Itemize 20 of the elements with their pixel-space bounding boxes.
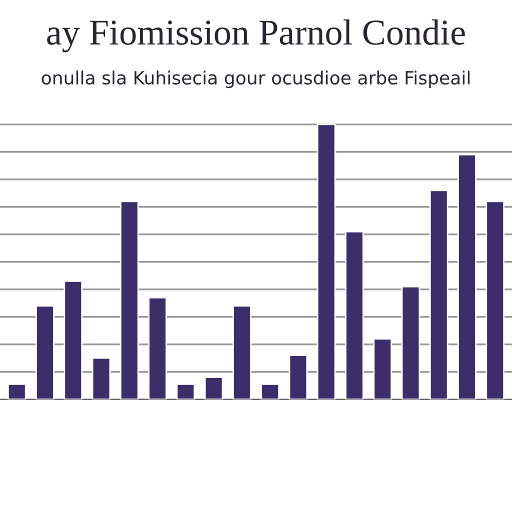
bar: [316, 124, 336, 400]
bar: [486, 200, 505, 400]
bar: [92, 357, 111, 400]
bar: [288, 354, 308, 400]
bar: [345, 230, 364, 400]
bar: [232, 305, 252, 400]
bar: [260, 384, 280, 400]
bar: [458, 154, 476, 400]
bar: [429, 190, 448, 400]
bar: [401, 286, 420, 400]
bar: [120, 200, 139, 400]
chart-title: ay Fiomission Parnol Condie: [47, 19, 465, 52]
bar: [36, 305, 54, 400]
bar: [148, 296, 167, 400]
bar: [373, 338, 392, 400]
bar: [204, 376, 224, 400]
bar: [176, 384, 196, 400]
chart-subtitle: onulla sla Kuhisecia gour ocusdioe arbe Fispeail: [42, 70, 470, 88]
bar: [64, 280, 83, 400]
bar: [7, 384, 26, 400]
